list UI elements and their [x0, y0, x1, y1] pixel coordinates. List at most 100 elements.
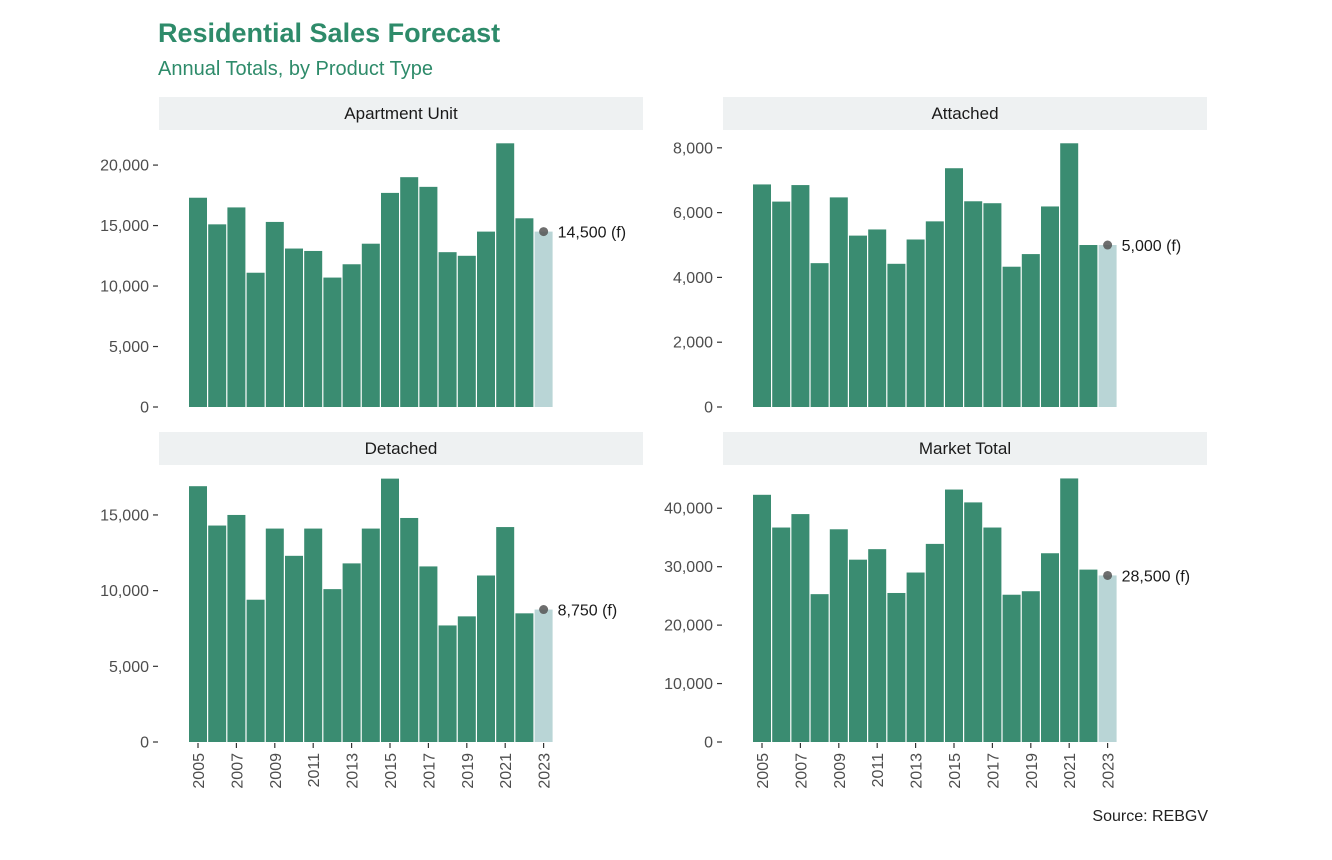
- facet-label: Detached: [365, 439, 438, 458]
- bar: [868, 229, 887, 407]
- y-tick-label: 15,000: [100, 218, 149, 235]
- y-tick-label: 8,000: [673, 140, 713, 157]
- bar: [477, 575, 495, 742]
- x-tick-label: 2013: [345, 753, 362, 789]
- y-tick-label: 6,000: [673, 205, 713, 222]
- y-tick-label: 30,000: [664, 559, 713, 576]
- x-tick-label: 2007: [229, 753, 246, 789]
- x-tick-label: 2021: [1062, 753, 1079, 789]
- y-tick-label: 40,000: [664, 501, 713, 518]
- bar: [496, 143, 515, 408]
- bar: [849, 235, 867, 407]
- y-tick-label: 5,000: [109, 339, 149, 356]
- bar: [829, 529, 848, 742]
- y-tick-label: 4,000: [673, 270, 713, 287]
- bar: [925, 543, 944, 742]
- y-tick-label: 10,000: [100, 279, 149, 296]
- bar: [964, 201, 983, 407]
- bar: [208, 224, 227, 407]
- bar: [400, 517, 419, 742]
- y-tick-label: 15,000: [100, 507, 149, 524]
- bar: [791, 514, 810, 742]
- x-tick-label: 2009: [268, 753, 285, 789]
- bar: [906, 572, 925, 742]
- x-tick-label: 2023: [1101, 753, 1118, 789]
- bar: [246, 599, 265, 742]
- x-tick-label: 2013: [909, 753, 926, 789]
- forecast-annotation: 8,750 (f): [558, 603, 618, 620]
- bar: [887, 263, 906, 407]
- bar: [925, 221, 944, 407]
- bar: [361, 528, 380, 742]
- x-tick-label: 2019: [1024, 753, 1041, 789]
- bar: [323, 589, 342, 742]
- bar: [983, 203, 1002, 407]
- bar: [381, 478, 399, 742]
- forecast-annotation: 28,500 (f): [1122, 568, 1190, 585]
- bar: [753, 184, 771, 407]
- x-tick-label: 2015: [947, 753, 964, 789]
- chart-subtitle: Annual Totals, by Product Type: [158, 58, 433, 80]
- bar: [515, 218, 534, 407]
- forecast-annotation: 5,000 (f): [1122, 238, 1182, 255]
- bar: [791, 185, 810, 407]
- x-tick-label: 2005: [191, 753, 208, 789]
- y-tick-label: 0: [140, 400, 149, 417]
- facet-panel-1: Apartment Unit 0 5,000 10,000 15,000 20,000 14…: [100, 97, 643, 417]
- bar: [246, 272, 265, 407]
- bar: [1021, 591, 1040, 742]
- bar: [1079, 245, 1098, 407]
- facet-label: Market Total: [919, 439, 1011, 458]
- forecast-bar: [1098, 245, 1117, 407]
- facet-panel-4: Market Total 0 10,000 20,000 30,000 40,000 28,…: [664, 432, 1207, 789]
- bar: [208, 525, 227, 742]
- x-tick-label: 2011: [870, 753, 887, 788]
- forecast-point: [1103, 570, 1113, 580]
- bar: [419, 566, 438, 742]
- bar: [227, 514, 246, 742]
- x-tick-label: 2005: [755, 753, 772, 789]
- facet-strip: [723, 432, 1207, 465]
- bar: [945, 168, 963, 407]
- bar: [265, 221, 284, 407]
- bar: [496, 527, 515, 742]
- bar: [342, 563, 361, 742]
- forecast-point: [1103, 240, 1113, 250]
- bar: [964, 502, 983, 742]
- y-tick-label: 0: [140, 735, 149, 752]
- bar: [1041, 206, 1059, 407]
- bar: [189, 197, 207, 407]
- bar: [810, 594, 829, 742]
- bar: [1060, 143, 1079, 408]
- bar: [1021, 254, 1040, 407]
- bar: [361, 243, 380, 407]
- bar: [285, 248, 303, 407]
- bar: [265, 528, 284, 742]
- bar: [438, 252, 457, 407]
- chart-title: Residential Sales Forecast: [158, 18, 501, 48]
- forecast-bar: [1098, 575, 1117, 742]
- bar: [400, 177, 419, 407]
- forecast-point: [539, 227, 549, 237]
- bar: [772, 201, 791, 407]
- bar: [1002, 594, 1021, 742]
- bar: [772, 527, 791, 742]
- bar: [1002, 266, 1021, 407]
- chart-caption: Source: REBGV: [1092, 808, 1208, 825]
- forecast-annotation: 14,500 (f): [558, 225, 626, 242]
- y-tick-label: 20,000: [664, 618, 713, 635]
- bar: [829, 197, 848, 407]
- bar: [515, 613, 534, 742]
- bar: [438, 625, 457, 742]
- bar: [457, 616, 476, 742]
- bar: [1060, 478, 1079, 742]
- facet-label: Apartment Unit: [344, 104, 458, 123]
- bar: [381, 192, 399, 407]
- facet-panel-3: Detached 0 5,000 10,000 15,000 8,750 (f) 2005 2…: [100, 432, 643, 789]
- x-tick-label: 2017: [985, 753, 1002, 789]
- x-tick-label: 2017: [421, 753, 438, 789]
- y-tick-label: 0: [704, 400, 713, 417]
- bar: [323, 277, 342, 407]
- x-tick-label: 2023: [537, 753, 554, 789]
- bar: [887, 592, 906, 742]
